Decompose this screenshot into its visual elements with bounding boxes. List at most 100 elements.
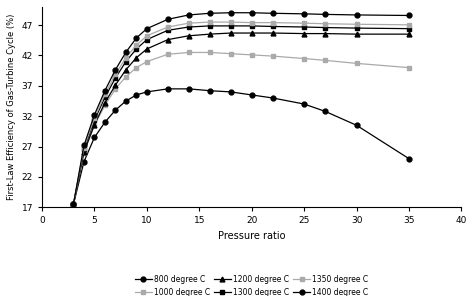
1200 degree C bbox=[123, 68, 129, 72]
1200 degree C bbox=[144, 47, 150, 51]
1200 degree C bbox=[406, 32, 412, 36]
1400 degree C bbox=[123, 50, 129, 54]
1400 degree C bbox=[71, 202, 76, 206]
800 degree C bbox=[186, 87, 191, 91]
1350 degree C bbox=[249, 21, 255, 24]
1200 degree C bbox=[207, 32, 213, 36]
1400 degree C bbox=[322, 13, 328, 16]
Line: 1300 degree C: 1300 degree C bbox=[71, 23, 411, 207]
800 degree C bbox=[207, 89, 213, 92]
1400 degree C bbox=[207, 12, 213, 15]
1300 degree C bbox=[81, 147, 87, 151]
1200 degree C bbox=[91, 123, 97, 126]
1000 degree C bbox=[322, 59, 328, 62]
1350 degree C bbox=[186, 21, 191, 25]
800 degree C bbox=[354, 123, 359, 127]
1350 degree C bbox=[81, 146, 87, 149]
Line: 1350 degree C: 1350 degree C bbox=[71, 20, 411, 207]
Line: 1400 degree C: 1400 degree C bbox=[71, 10, 411, 207]
1200 degree C bbox=[165, 38, 171, 41]
Line: 800 degree C: 800 degree C bbox=[71, 86, 411, 207]
1000 degree C bbox=[186, 51, 191, 54]
1300 degree C bbox=[322, 26, 328, 29]
1350 degree C bbox=[406, 23, 412, 27]
1350 degree C bbox=[207, 20, 213, 24]
1350 degree C bbox=[354, 22, 359, 26]
800 degree C bbox=[71, 202, 76, 206]
1350 degree C bbox=[165, 25, 171, 29]
1200 degree C bbox=[301, 32, 307, 35]
800 degree C bbox=[322, 110, 328, 113]
1300 degree C bbox=[249, 24, 255, 28]
1200 degree C bbox=[134, 56, 139, 59]
800 degree C bbox=[270, 96, 275, 100]
1350 degree C bbox=[144, 34, 150, 38]
1300 degree C bbox=[354, 26, 359, 30]
1000 degree C bbox=[134, 66, 139, 69]
1400 degree C bbox=[102, 89, 108, 92]
1200 degree C bbox=[228, 31, 234, 35]
1000 degree C bbox=[270, 54, 275, 58]
1400 degree C bbox=[354, 13, 359, 17]
Line: 1000 degree C: 1000 degree C bbox=[71, 50, 411, 207]
800 degree C bbox=[301, 102, 307, 106]
1000 degree C bbox=[354, 62, 359, 65]
800 degree C bbox=[228, 90, 234, 94]
1400 degree C bbox=[186, 13, 191, 17]
1200 degree C bbox=[71, 202, 76, 206]
1350 degree C bbox=[91, 116, 97, 120]
1400 degree C bbox=[134, 36, 139, 40]
1300 degree C bbox=[228, 24, 234, 28]
1300 degree C bbox=[144, 38, 150, 41]
1300 degree C bbox=[165, 28, 171, 32]
1350 degree C bbox=[71, 202, 76, 206]
1300 degree C bbox=[112, 76, 118, 80]
800 degree C bbox=[165, 87, 171, 91]
Y-axis label: First-Law Efficiency of Gas-Turbine Cycle (%): First-Law Efficiency of Gas-Turbine Cycl… bbox=[7, 14, 16, 200]
1350 degree C bbox=[228, 20, 234, 24]
1000 degree C bbox=[81, 151, 87, 154]
1300 degree C bbox=[207, 24, 213, 28]
1200 degree C bbox=[102, 101, 108, 104]
1000 degree C bbox=[112, 87, 118, 91]
1200 degree C bbox=[112, 83, 118, 87]
1200 degree C bbox=[249, 31, 255, 35]
1000 degree C bbox=[91, 123, 97, 127]
1000 degree C bbox=[71, 202, 76, 206]
1000 degree C bbox=[207, 51, 213, 54]
1400 degree C bbox=[228, 11, 234, 15]
1400 degree C bbox=[112, 68, 118, 72]
1300 degree C bbox=[186, 25, 191, 29]
800 degree C bbox=[102, 120, 108, 124]
1300 degree C bbox=[406, 27, 412, 30]
1400 degree C bbox=[144, 27, 150, 30]
800 degree C bbox=[91, 136, 97, 139]
1350 degree C bbox=[112, 73, 118, 76]
1350 degree C bbox=[102, 93, 108, 96]
1000 degree C bbox=[301, 57, 307, 60]
1000 degree C bbox=[165, 52, 171, 56]
1400 degree C bbox=[301, 12, 307, 16]
800 degree C bbox=[123, 99, 129, 103]
1300 degree C bbox=[123, 60, 129, 63]
1300 degree C bbox=[301, 25, 307, 29]
1400 degree C bbox=[270, 12, 275, 15]
1400 degree C bbox=[91, 113, 97, 117]
1300 degree C bbox=[102, 95, 108, 99]
1400 degree C bbox=[81, 144, 87, 147]
1200 degree C bbox=[186, 34, 191, 38]
1350 degree C bbox=[301, 21, 307, 25]
1300 degree C bbox=[134, 47, 139, 51]
1400 degree C bbox=[165, 17, 171, 21]
1000 degree C bbox=[102, 104, 108, 107]
1200 degree C bbox=[354, 32, 359, 36]
X-axis label: Pressure ratio: Pressure ratio bbox=[218, 231, 285, 241]
1400 degree C bbox=[249, 11, 255, 15]
1000 degree C bbox=[144, 60, 150, 63]
1000 degree C bbox=[228, 52, 234, 55]
Legend: 800 degree C, 1000 degree C, 1200 degree C, 1300 degree C, 1350 degree C, 1400 d: 800 degree C, 1000 degree C, 1200 degree… bbox=[135, 275, 368, 296]
1350 degree C bbox=[270, 21, 275, 24]
800 degree C bbox=[134, 93, 139, 97]
1300 degree C bbox=[270, 25, 275, 28]
1200 degree C bbox=[270, 31, 275, 35]
